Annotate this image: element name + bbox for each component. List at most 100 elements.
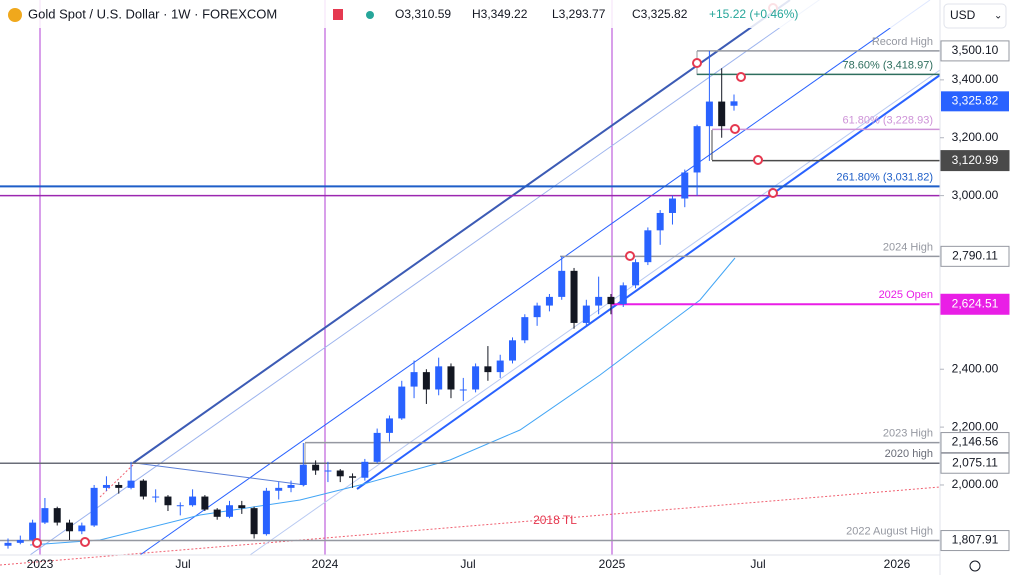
dropdown-arrow[interactable]: ⌄ [994, 11, 1002, 22]
currency-select[interactable] [943, 3, 1007, 29]
candle-body [422, 372, 430, 390]
candle-body [447, 366, 455, 390]
candle-body [459, 389, 467, 391]
candle-body [398, 386, 406, 419]
candle-body [668, 198, 676, 213]
candle-body [152, 496, 160, 498]
y-tick-label: 3,200.00 [952, 130, 999, 144]
level-name: 2024 High [883, 241, 933, 253]
price-tag-label: 1,807.91 [952, 533, 999, 547]
price-tag [940, 40, 1010, 62]
candle-body [115, 484, 123, 488]
level-name: 2023 High [883, 427, 933, 439]
candle-body [164, 496, 172, 506]
price-tag-label: 3,120.99 [952, 153, 999, 167]
y-tick-label: 2,000.00 [952, 477, 999, 491]
candle-body [558, 270, 566, 297]
x-tick-label: 2023 [27, 557, 54, 571]
candle-body [472, 366, 480, 390]
marker [768, 188, 778, 198]
candle-body [644, 230, 652, 263]
x-tick-label: Jul [175, 557, 190, 571]
price-tag [940, 530, 1010, 552]
candle-body [238, 505, 246, 509]
candle-body [53, 508, 61, 523]
header-bg [0, 0, 940, 28]
marker [32, 538, 42, 548]
candle-body [41, 508, 49, 523]
candle-body [312, 464, 320, 471]
channel-upper [132, 0, 791, 464]
annotation: 2018 TL [533, 513, 577, 527]
candle-body [299, 464, 307, 485]
level-name: 61.80% (3,228.93) [842, 114, 933, 126]
trendline-2018 [0, 486, 941, 566]
candle-body [4, 542, 12, 546]
candle-body [287, 484, 295, 488]
candle-body [275, 487, 283, 491]
symbol-icon [8, 8, 22, 22]
candle-body [385, 418, 393, 433]
price-tag-label: 2,146.56 [952, 435, 999, 449]
channel-inner [29, 0, 821, 556]
ohlc-value: H3,349.22 [472, 7, 528, 21]
y-tick-label: 2,200.00 [952, 419, 999, 433]
candle-body [496, 360, 504, 373]
candle-body [693, 126, 701, 173]
candle-body [361, 461, 369, 478]
candle-body [139, 480, 147, 497]
candle-body [705, 101, 713, 127]
y-tick-label: 3,400.00 [952, 72, 999, 86]
level-name: 78.60% (3,418.97) [842, 59, 933, 71]
ohlc-value: +15.22 (+0.46%) [709, 7, 798, 21]
candle-body [595, 296, 603, 306]
candle-body [582, 305, 590, 323]
candle-body [29, 522, 37, 540]
status-dot [366, 11, 374, 19]
price-tag [940, 245, 1010, 267]
marker [80, 537, 90, 547]
candle-body [90, 487, 98, 526]
candle-body [730, 101, 738, 106]
currency[interactable]: USD [950, 8, 976, 22]
candle-body [484, 366, 492, 373]
price-tag [940, 293, 1010, 315]
price-tag-label: 2,624.51 [952, 296, 999, 310]
channel-lower [356, 74, 941, 490]
price-tag-label: 2,790.11 [952, 249, 998, 263]
candle-body [632, 262, 640, 286]
candle-body [509, 340, 517, 361]
candle-body [127, 480, 135, 488]
candle-body [533, 305, 541, 318]
candle-body [66, 522, 74, 532]
candle-body [189, 496, 197, 506]
axes: 3,400.00 3,200.00 3,000.00 2,400.00 2,200.00… [27, 40, 1010, 571]
ohlc: O3,310.59 H3,349.22 L3,293.77 C3,325.82 +15.… [395, 7, 798, 21]
connector [134, 462, 306, 486]
price-tag-label: 2,075.11 [952, 455, 998, 469]
candle-body [16, 539, 24, 543]
marker [692, 58, 702, 68]
price-tag-label: 3,500.10 [952, 43, 999, 57]
candle-body [607, 296, 615, 305]
candle-body [521, 317, 529, 341]
marker [730, 124, 740, 134]
last-price-tag [941, 91, 1009, 112]
candle-body [570, 270, 578, 323]
symbol-title: Gold Spot / U.S. Dollar · 1W · FOREXCOM [28, 6, 277, 21]
candle-body [619, 285, 627, 305]
ohlc-value: O3,310.59 [395, 7, 451, 21]
candle-body [176, 505, 184, 507]
flag-icon[interactable] [333, 9, 343, 20]
x-tick-label: 2025 [599, 557, 626, 571]
candle-body [201, 496, 209, 510]
settings-icon[interactable] [969, 560, 981, 572]
candles [4, 50, 738, 549]
last-price-label: 3,325.82 [952, 94, 999, 108]
ohlc-value: L3,293.77 [552, 7, 606, 21]
price-tag [940, 432, 1010, 454]
moving-average [29, 257, 736, 546]
candle-body [78, 525, 86, 532]
